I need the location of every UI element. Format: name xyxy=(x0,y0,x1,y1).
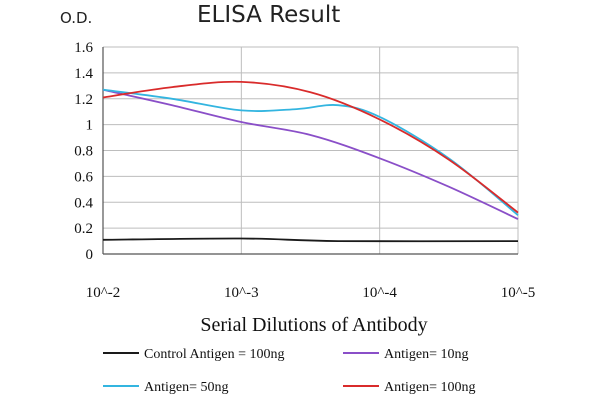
series-line-antigen-10ng xyxy=(102,88,519,220)
series-line-control-antigen-100ng xyxy=(102,237,519,243)
y-axis-label: O.D. xyxy=(60,9,92,27)
y-tick-label: 1.2 xyxy=(74,92,93,108)
y-tick-label: 0.8 xyxy=(74,144,93,160)
y-tick-label: 1 xyxy=(86,118,94,134)
legend-label: Antigen= 100ng xyxy=(384,380,476,395)
legend-label: Antigen= 10ng xyxy=(384,347,469,362)
x-tick-labels: 10^-2 10^-3 10^-4 10^-5 xyxy=(86,285,536,301)
legend: Control Antigen = 100ng Antigen= 10ng Anti… xyxy=(103,347,476,395)
x-tick-label: 10^-4 xyxy=(362,285,397,301)
gridlines xyxy=(103,46,519,255)
y-tick-label: 1.4 xyxy=(74,66,93,82)
y-tick-label: 0.4 xyxy=(74,195,93,211)
y-tick-labels: 0 0.2 0.4 0.6 0.8 1 1.2 1.4 1.6 xyxy=(74,40,93,263)
x-tick-label: 10^-3 xyxy=(224,285,259,301)
series-line-antigen-100ng xyxy=(102,80,519,214)
chart-title: ELISA Result xyxy=(197,2,340,28)
x-tick-label: 10^-5 xyxy=(501,285,536,301)
series-line-antigen-50ng xyxy=(102,88,519,216)
x-axis-label: Serial Dilutions of Antibody xyxy=(200,314,427,336)
x-tick-label: 10^-2 xyxy=(86,285,121,301)
legend-label: Antigen= 50ng xyxy=(144,380,229,395)
series-lines xyxy=(102,80,519,243)
y-tick-label: 0.6 xyxy=(74,169,93,185)
y-tick-label: 0.2 xyxy=(74,221,93,237)
y-tick-label: 0 xyxy=(86,247,94,263)
legend-label: Control Antigen = 100ng xyxy=(144,347,285,362)
axes xyxy=(102,47,518,255)
y-tick-label: 1.6 xyxy=(74,40,93,56)
